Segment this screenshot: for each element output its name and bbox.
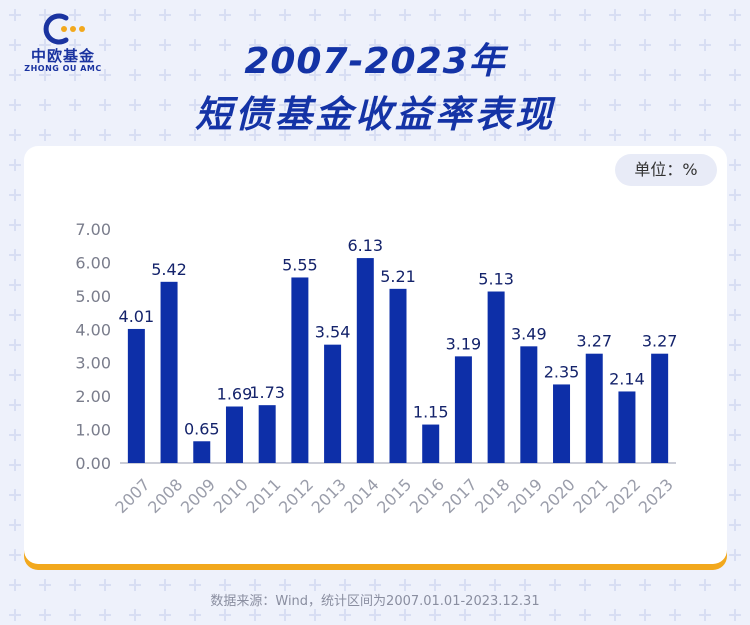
brand-logo: 中欧基金 ZHONG OU AMC (18, 12, 108, 74)
brand-name-en: ZHONG OU AMC (24, 64, 102, 73)
bar-2013 (324, 344, 342, 463)
x-tick-label: 2009 (177, 475, 219, 517)
x-tick-label: 2015 (373, 475, 415, 517)
bar-2016 (422, 424, 440, 463)
data-label: 1.73 (249, 383, 285, 402)
data-label: 3.27 (576, 332, 612, 351)
x-tick-label: 2012 (275, 475, 317, 517)
bar-2022 (618, 391, 636, 463)
bar-2012 (291, 277, 309, 463)
bar-2009 (193, 441, 211, 463)
data-label: 0.65 (184, 419, 220, 438)
data-label: 3.54 (315, 323, 351, 342)
page-title-line2: 短债基金收益率表现 (195, 93, 555, 136)
data-label: 4.01 (119, 307, 155, 326)
x-tick-label: 2008 (144, 475, 186, 517)
data-label: 2.14 (609, 369, 645, 388)
card-pointer (58, 146, 108, 186)
x-tick-label: 2021 (569, 475, 611, 517)
data-label: 3.49 (511, 324, 547, 343)
bar-2021 (585, 353, 603, 463)
bar-2015 (389, 288, 407, 463)
x-tick-label: 2022 (602, 475, 644, 517)
y-tick-label: 3.00 (75, 354, 111, 373)
x-tick-label: 2013 (308, 475, 350, 517)
bar-2018 (487, 291, 505, 463)
y-tick-label: 0.00 (75, 454, 111, 473)
x-tick-label: 2020 (537, 475, 579, 517)
bar-2011 (258, 405, 276, 463)
y-tick-label: 4.00 (75, 320, 111, 339)
y-tick-label: 2.00 (75, 387, 111, 406)
bar-2007 (127, 328, 145, 463)
data-label: 2.35 (544, 362, 580, 381)
data-label: 3.19 (446, 334, 482, 353)
y-tick-label: 7.00 (75, 220, 111, 239)
x-tick-label: 2019 (504, 475, 546, 517)
bar-2020 (553, 384, 571, 463)
bar-2023 (651, 353, 669, 463)
data-label: 5.21 (380, 267, 416, 286)
bar-2017 (454, 356, 472, 463)
bar-2010 (225, 406, 243, 463)
data-label: 5.13 (478, 270, 514, 289)
x-tick-label: 2007 (111, 475, 153, 517)
data-source-note: 数据来源：Wind，统计区间为2007.01.01-2023.12.31 (210, 594, 540, 609)
x-tick-label: 2010 (210, 475, 252, 517)
x-tick-label: 2014 (340, 475, 382, 517)
data-label: 5.42 (151, 260, 187, 279)
data-label: 5.55 (282, 255, 318, 274)
unit-badge: 单位：% (615, 154, 717, 186)
y-tick-label: 1.00 (75, 421, 111, 440)
data-label: 6.13 (347, 236, 383, 255)
bar-2019 (520, 346, 538, 463)
x-tick-label: 2023 (635, 475, 677, 517)
logo-mark-icon (43, 13, 85, 45)
data-label: 3.27 (642, 332, 678, 351)
data-label: 1.15 (413, 403, 449, 422)
x-tick-label: 2016 (406, 475, 448, 517)
x-tick-label: 2011 (242, 475, 284, 517)
bar-2014 (356, 258, 374, 463)
y-tick-label: 5.00 (75, 287, 111, 306)
page-title-line1: 2007-2023年 (244, 41, 506, 82)
y-tick-label: 6.00 (75, 253, 111, 272)
brand-name-cn: 中欧基金 (30, 47, 95, 65)
x-tick-label: 2018 (471, 475, 513, 517)
x-tick-label: 2017 (438, 475, 480, 517)
data-label: 1.69 (217, 385, 253, 404)
bar-2008 (160, 281, 178, 463)
